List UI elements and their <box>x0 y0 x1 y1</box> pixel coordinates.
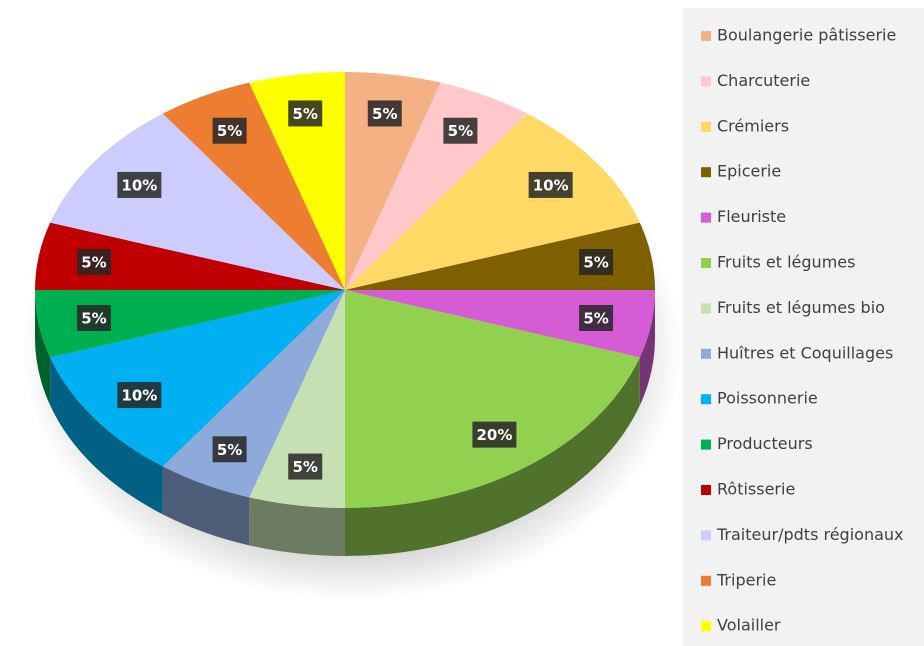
pie-slice <box>162 82 345 290</box>
data-label-box <box>76 304 111 331</box>
pie-slice <box>345 222 655 290</box>
legend-label: Fleuriste <box>717 207 786 226</box>
legend-swatch <box>701 575 711 586</box>
legend-swatch <box>701 212 711 223</box>
legend-swatch <box>701 348 711 359</box>
legend-box <box>683 8 924 646</box>
legend-swatch <box>701 31 711 41</box>
pie-slice <box>249 290 345 508</box>
pie-slice <box>249 72 345 290</box>
legend-label: Fruits et légumes bio <box>717 298 885 317</box>
pie-side <box>50 357 163 515</box>
pie-side <box>249 497 345 556</box>
data-label: 5% <box>81 254 106 272</box>
legend-label: Triperie <box>716 570 776 589</box>
data-label-box <box>367 100 402 127</box>
legend-swatch <box>701 76 711 87</box>
data-label: 20% <box>476 426 512 444</box>
pie-slice <box>345 113 640 290</box>
pie-side <box>162 466 250 546</box>
data-label-group: 10% <box>117 382 162 409</box>
legend-swatch <box>701 121 711 132</box>
legend-label: Crémiers <box>717 116 789 135</box>
legend-swatch <box>701 394 711 405</box>
legend-swatch <box>701 258 711 268</box>
pie-slice <box>345 72 441 290</box>
legend-label: Poissonnerie <box>717 389 818 408</box>
pie-slice <box>35 290 345 358</box>
data-label: 5% <box>292 105 317 123</box>
data-label: 5% <box>81 309 106 327</box>
data-label-box <box>76 249 111 276</box>
legend-label: Huîtres et Coquillages <box>717 343 893 362</box>
pie-slice <box>35 222 345 290</box>
data-label-box <box>472 421 517 448</box>
data-label-group: 5% <box>579 304 614 331</box>
pie-slice <box>345 290 640 508</box>
legend-swatch <box>701 439 711 450</box>
legend-swatch <box>701 167 711 178</box>
data-label-box <box>443 117 478 144</box>
legend-label: Charcuterie <box>717 71 810 90</box>
data-label-group: 5% <box>443 117 478 144</box>
legend-label: Volailler <box>717 616 781 635</box>
pie-slice <box>50 290 345 467</box>
legend-swatch <box>701 303 711 314</box>
data-label: 5% <box>292 458 317 476</box>
pie-slice <box>345 82 528 290</box>
legend-label: Producteurs <box>717 434 813 453</box>
pie-side <box>639 290 655 406</box>
data-label-group: 5% <box>288 453 323 480</box>
legend-swatch <box>701 530 711 541</box>
pie-side <box>345 357 640 556</box>
data-label-box <box>579 249 614 276</box>
data-label-box <box>212 436 247 463</box>
pie-slice <box>50 113 345 290</box>
data-label-box <box>212 117 247 144</box>
data-label-group: 5% <box>76 304 111 331</box>
pie-slice <box>345 290 655 358</box>
data-label: 5% <box>583 254 608 272</box>
data-label: 10% <box>121 387 157 405</box>
legend-label: Rôtisserie <box>717 480 795 499</box>
legend-label: Boulangerie pâtisserie <box>717 26 896 45</box>
data-label-group: 5% <box>212 117 247 144</box>
data-label-box <box>117 171 162 198</box>
data-label-box <box>288 100 323 127</box>
data-label: 5% <box>448 122 473 140</box>
legend-label: Fruits et légumes <box>717 253 855 272</box>
pie-slice <box>162 290 345 498</box>
data-label-box <box>579 304 614 331</box>
legend-label: Traiteur/pdts régionaux <box>716 525 904 544</box>
data-label-box <box>528 171 573 198</box>
data-label: 5% <box>217 441 242 459</box>
data-label-group: 10% <box>117 171 162 198</box>
data-label-group: 5% <box>76 249 111 276</box>
data-label-group: 10% <box>528 171 573 198</box>
data-label-group: 5% <box>367 100 402 127</box>
data-label-group: 20% <box>472 421 517 448</box>
legend-swatch <box>701 485 711 495</box>
legend-label: Epicerie <box>717 162 781 181</box>
legend-swatch <box>701 621 711 632</box>
data-label: 10% <box>121 176 157 194</box>
data-label: 5% <box>583 309 608 327</box>
data-label-box <box>288 453 323 480</box>
data-label: 5% <box>372 105 397 123</box>
pie-side <box>35 290 51 406</box>
data-label-box <box>117 382 162 409</box>
data-label-group: 5% <box>212 436 247 463</box>
data-label-group: 5% <box>288 100 323 127</box>
data-label: 10% <box>533 176 569 194</box>
data-label: 5% <box>217 122 242 140</box>
data-label-group: 5% <box>579 249 614 276</box>
